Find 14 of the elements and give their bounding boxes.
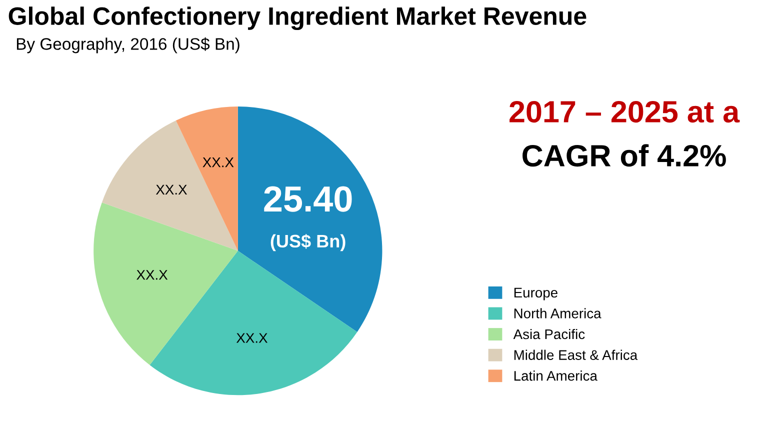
legend-label: Asia Pacific — [513, 328, 585, 340]
data-label: 25.40 (US$ Bn) — [264, 186, 352, 252]
text: 2017 – 2025 at a — [510, 100, 740, 123]
legend-label: Middle East & Africa — [514, 350, 638, 360]
chart-subtitle: By Geography, 2016 (US$ Bn) — [16, 37, 240, 54]
text: CAGR of 4.2% — [522, 144, 726, 167]
legend-label: North America — [514, 308, 602, 318]
data-label: XX.X — [136, 270, 168, 280]
legend-label: Latin America — [514, 370, 598, 381]
data-label: XX.X — [156, 184, 188, 194]
chart-title: Global Confectionery Ingredient Market Revenue — [8, 6, 586, 30]
data-label: XX.X — [202, 158, 234, 168]
legend-label: Europe — [514, 288, 558, 300]
data-label: XX.X — [236, 333, 268, 343]
